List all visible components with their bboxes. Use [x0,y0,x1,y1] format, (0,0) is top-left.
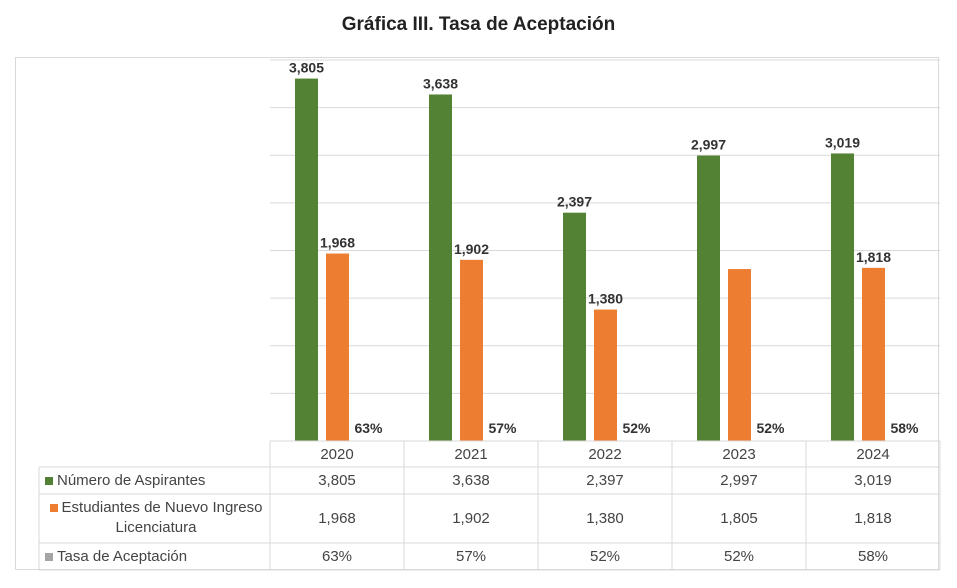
table-cell: 2,997 [672,467,806,494]
cell-text: Número de Aspirantes [57,472,206,489]
bar-n-mero-de-aspirantes [429,94,452,441]
cell-text: 2023 [722,445,756,463]
data-label: 63% [354,420,383,436]
category-label: 2022 [538,441,672,467]
table-cell: 3,019 [806,467,940,494]
data-label: 58% [890,420,919,436]
cell-text: 1,818 [854,510,892,527]
table-cell: 3,638 [404,467,538,494]
data-label: 1,818 [856,249,891,265]
cell-text: Tasa de Aceptación [57,548,188,565]
table-cell: 63% [270,543,404,570]
cell-text: 3,805 [318,472,356,489]
cell-text: 63% [321,548,353,565]
table-cell: 1,902 [404,494,538,543]
cell-text: 58% [857,548,889,565]
table-cell: 1,818 [806,494,940,543]
cell-text: 3,638 [452,472,490,489]
cell-text: 2020 [320,445,354,463]
bar-estudiantes-de-nuevo-ingreso-licenciatura [460,259,483,441]
cell-text: 2024 [856,445,890,463]
cell-text: 1,380 [586,510,624,527]
cell-text: 2022 [588,445,622,463]
data-label: 3,638 [423,75,458,91]
category-label: 2023 [672,441,806,467]
table-cell: 52% [538,543,672,570]
table-cell: 2,397 [538,467,672,494]
legend-entry: Número de Aspirantes [45,471,267,491]
data-label: 1,968 [320,235,355,251]
cell-text: 1,902 [452,510,490,527]
chart-title: Gráfica III. Tasa de Aceptación [341,14,616,35]
legend-entry: Estudiantes de Nuevo Ingreso Licenciatur… [45,498,267,538]
legend-key-icon [45,477,53,486]
bar-n-mero-de-aspirantes [295,78,318,441]
table-cell: 58% [806,543,940,570]
cell-text: 52% [589,548,621,565]
bar-n-mero-de-aspirantes [831,153,854,441]
data-label: 2,397 [557,194,592,210]
legend-key-icon [45,553,53,562]
data-label: 3,805 [289,60,324,76]
data-label: 52% [622,420,651,436]
cell-text: 1,805 [720,510,758,527]
bar-estudiantes-de-nuevo-ingreso-licenciatura [728,269,751,441]
category-label: 2024 [806,441,940,467]
table-cell: 52% [672,543,806,570]
data-label: 2,997 [691,137,726,153]
cell-text: Estudiantes de Nuevo Ingreso Licenciatur… [61,499,263,536]
cell-text: 2021 [454,445,488,463]
table-cell: 1,805 [672,494,806,543]
bar-n-mero-de-aspirantes [697,155,720,441]
cell-text: 2,397 [586,472,624,489]
bar-estudiantes-de-nuevo-ingreso-licenciatura [326,253,349,441]
bar-estudiantes-de-nuevo-ingreso-licenciatura [594,309,617,441]
data-label: 52% [756,420,785,436]
data-label: 57% [488,420,517,436]
table-cell: 3,805 [270,467,404,494]
cell-text: 3,019 [854,472,892,489]
data-label: 3,019 [825,134,860,150]
legend-key-icon [49,504,58,513]
table-cell: 1,968 [270,494,404,543]
category-label: 2020 [270,441,404,467]
legend-entry: Tasa de Aceptación [45,547,267,567]
table-cell: 57% [404,543,538,570]
cell-text: 57% [455,548,487,565]
bar-n-mero-de-aspirantes [563,212,586,441]
cell-text: 2,997 [720,472,758,489]
table-cell: 1,380 [538,494,672,543]
cell-text: 52% [723,548,755,565]
category-label: 2021 [404,441,538,467]
data-label: 1,380 [588,291,623,307]
bar-estudiantes-de-nuevo-ingreso-licenciatura [862,267,885,441]
data-label: 1,902 [454,241,489,257]
cell-text: 1,968 [318,510,356,527]
